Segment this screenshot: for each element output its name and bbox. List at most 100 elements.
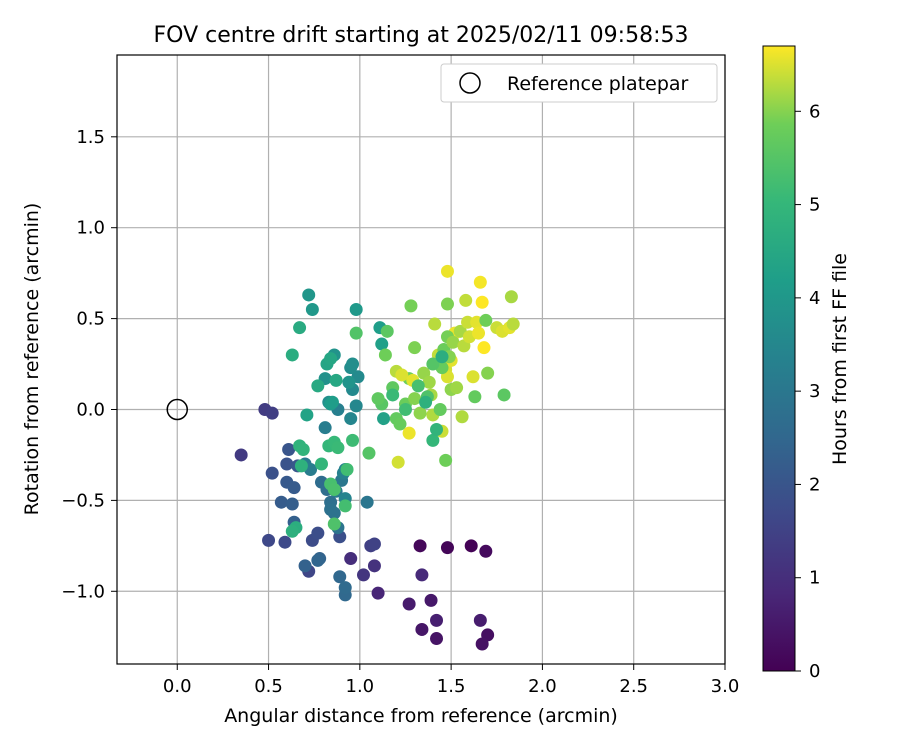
data-point — [327, 482, 341, 496]
legend-reference-marker — [459, 72, 481, 94]
data-point — [287, 481, 301, 495]
x-tick-label: 0.5 — [254, 676, 283, 697]
data-point — [331, 441, 345, 455]
data-point — [413, 539, 427, 553]
colorbar-tick-label: 6 — [809, 101, 820, 122]
data-point — [311, 526, 325, 540]
data-point — [327, 517, 341, 531]
data-point — [278, 535, 292, 549]
data-point — [506, 317, 520, 331]
data-point — [459, 293, 473, 307]
data-point — [367, 537, 381, 551]
data-point — [386, 388, 400, 402]
data-point — [435, 350, 449, 364]
legend: Reference platepar — [440, 63, 718, 103]
data-point — [473, 613, 487, 627]
data-point — [430, 613, 444, 627]
y-tick-marks: −1.0 −0.5 0.0 0.5 1.0 1.5 — [61, 127, 117, 602]
data-point — [305, 303, 319, 317]
reference-marker — [166, 398, 189, 421]
data-point — [464, 539, 478, 553]
data-point — [325, 395, 339, 409]
data-point — [440, 264, 454, 278]
colorbar-label: Hours from first FF file — [829, 253, 851, 465]
data-point — [234, 448, 248, 462]
data-point — [349, 399, 363, 413]
data-point — [349, 303, 363, 317]
data-point — [311, 379, 325, 393]
legend-label: Reference platepar — [507, 73, 689, 95]
x-axis-label: Angular distance from reference (arcmin) — [224, 705, 618, 727]
data-point — [473, 275, 487, 289]
colorbar-ticks: 0 1 2 3 4 5 6 — [795, 101, 820, 682]
data-point — [327, 506, 341, 520]
data-point — [344, 412, 358, 426]
data-point — [404, 299, 418, 313]
data-point — [479, 544, 493, 558]
data-point — [375, 337, 389, 351]
data-point — [461, 315, 475, 329]
data-point — [475, 295, 489, 309]
data-point — [329, 373, 343, 387]
data-point — [497, 388, 511, 402]
data-point — [479, 313, 493, 327]
data-point — [415, 568, 429, 582]
y-tick-label: 0.5 — [76, 309, 105, 330]
data-point — [378, 348, 392, 362]
data-point — [477, 341, 491, 355]
data-point — [402, 426, 416, 440]
colorbar-tick-label: 3 — [809, 381, 820, 402]
data-point — [426, 357, 440, 371]
data-point — [391, 455, 405, 469]
data-point — [367, 559, 381, 573]
data-point — [440, 297, 454, 311]
data-point — [346, 357, 360, 371]
colorbar-tick-label: 5 — [809, 195, 820, 216]
data-point — [285, 348, 299, 362]
data-point — [455, 410, 469, 424]
grid-lines — [117, 55, 726, 664]
data-point — [356, 568, 370, 582]
data-point — [415, 622, 429, 636]
data-point — [296, 442, 310, 456]
data-point — [342, 375, 356, 389]
data-point — [402, 597, 416, 611]
chart-title: FOV centre drift starting at 2025/02/11 … — [154, 23, 689, 48]
data-point — [472, 326, 486, 340]
data-point — [413, 406, 427, 420]
data-point — [371, 392, 385, 406]
data-point — [424, 593, 438, 607]
y-tick-label: −1.0 — [61, 581, 105, 602]
data-point — [430, 422, 444, 436]
plot-frame — [116, 54, 726, 665]
data-point — [346, 433, 360, 447]
data-point — [282, 442, 296, 456]
data-point — [318, 421, 332, 435]
data-point — [426, 433, 440, 447]
data-point — [475, 637, 489, 651]
data-point — [338, 581, 352, 595]
y-tick-label: 0.0 — [76, 399, 105, 420]
data-point — [439, 453, 453, 467]
data-point — [408, 341, 422, 355]
data-point — [360, 495, 374, 509]
data-point — [433, 402, 447, 416]
data-point — [468, 390, 482, 404]
data-point — [422, 375, 436, 389]
data-point — [314, 457, 328, 471]
data-point — [419, 395, 433, 409]
data-point — [333, 570, 347, 584]
legend-box — [440, 63, 718, 103]
data-point — [324, 352, 338, 366]
data-point — [393, 417, 407, 431]
data-point — [430, 632, 444, 646]
data-point — [466, 370, 480, 384]
data-point — [481, 366, 495, 380]
data-point — [371, 586, 385, 600]
colorbar-tick-label: 0 — [809, 661, 820, 682]
data-point — [285, 497, 299, 511]
x-tick-label: 1.5 — [437, 676, 466, 697]
data-point — [311, 553, 325, 567]
x-tick-label: 3.0 — [711, 676, 740, 697]
